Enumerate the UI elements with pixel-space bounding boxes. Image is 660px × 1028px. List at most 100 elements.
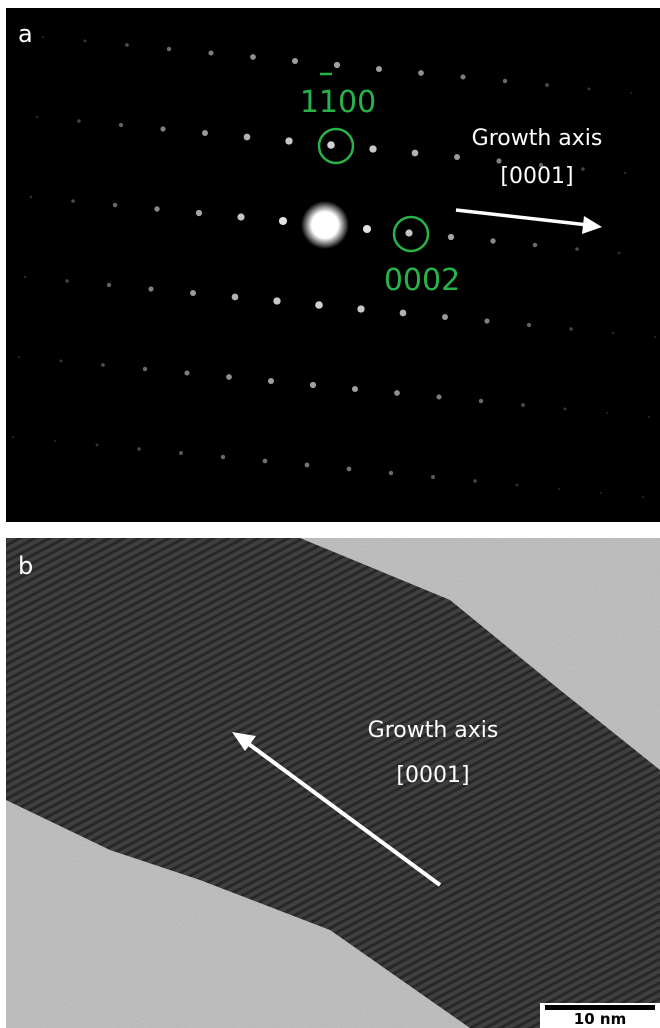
diffraction-spot: [160, 126, 165, 131]
spot-index: 0002: [384, 263, 460, 298]
diffraction-spot: [630, 92, 632, 94]
diffraction-spot: [400, 310, 407, 317]
diffraction-spot: [196, 210, 202, 216]
diffraction-spot: [484, 318, 489, 323]
diffraction-spot: [545, 83, 549, 87]
panel-label: b: [18, 552, 33, 580]
page: a 1100 0002 Growth axis [0001] b Growth …: [0, 0, 660, 1028]
diffraction-spot: [600, 492, 602, 494]
diffraction-spot: [431, 475, 435, 479]
diffraction-spot: [190, 290, 196, 296]
diffraction-spot: [24, 276, 27, 279]
diffraction-spot: [18, 356, 20, 358]
diffraction-spot: [533, 243, 538, 248]
diffraction-spot: [558, 488, 560, 490]
diffraction-spot: [363, 225, 371, 233]
diffraction-spot: [77, 119, 80, 122]
diffraction-spot: [606, 412, 608, 414]
diffraction-spot: [352, 386, 358, 392]
diffraction-spot: [405, 229, 412, 236]
diffraction-spot: [460, 74, 465, 79]
diffraction-spot: [263, 459, 268, 464]
diffraction-spot: [30, 196, 33, 199]
diffraction-spot: [143, 367, 147, 371]
axis-title: Growth axis: [472, 126, 603, 151]
panel-label: a: [18, 20, 33, 48]
diffraction-spot: [310, 382, 316, 388]
diffraction-spot: [436, 394, 441, 399]
diffraction-spot: [418, 70, 424, 76]
diffraction-spot: [279, 217, 287, 225]
diffraction-spot: [221, 455, 225, 459]
diffraction-spot: [564, 408, 567, 411]
diffraction-spot: [612, 332, 615, 335]
figure: a 1100 0002 Growth axis [0001] b Growth …: [0, 0, 660, 1028]
diffraction-spot: [232, 294, 239, 301]
diffraction-spot: [137, 447, 140, 450]
axis-direction: [0001]: [396, 763, 469, 788]
diffraction-spot: [315, 301, 323, 309]
diffraction-spot: [618, 252, 621, 255]
diffraction-spot: [527, 323, 531, 327]
diffraction-spot: [516, 484, 519, 487]
diffraction-spot: [305, 463, 310, 468]
diffraction-spot: [648, 416, 650, 418]
diffraction-spot: [347, 467, 352, 472]
diffraction-spot: [184, 370, 189, 375]
diffraction-spot: [521, 403, 525, 407]
diffraction-spot: [327, 141, 335, 149]
diffraction-spot: [376, 66, 382, 72]
diffraction-spot: [642, 496, 644, 498]
diffraction-spot: [448, 234, 454, 240]
diffraction-spot: [167, 47, 171, 51]
central-beam: [301, 201, 349, 249]
diffraction-spot: [125, 43, 129, 47]
diffraction-spot: [454, 154, 460, 160]
diffraction-spot: [268, 378, 274, 384]
diffraction-spot: [119, 123, 123, 127]
diffraction-spot: [54, 440, 56, 442]
diffraction-spot: [490, 238, 495, 243]
diffraction-spot: [113, 203, 118, 208]
axis-direction: [0001]: [500, 164, 573, 189]
diffraction-spot: [292, 58, 298, 64]
spot-index: 1100: [300, 85, 376, 120]
diffraction-spot: [202, 130, 208, 136]
diffraction-spot: [624, 172, 627, 175]
diffraction-spot: [588, 88, 591, 91]
diffraction-spot: [60, 360, 63, 363]
diffraction-spot: [71, 199, 75, 203]
diffraction-spot: [12, 436, 14, 438]
diffraction-spot: [84, 40, 87, 43]
diffraction-spot: [389, 471, 393, 475]
diffraction-spot: [496, 158, 501, 163]
diffraction-spot: [179, 451, 183, 455]
diffraction-spot: [654, 336, 656, 338]
diffraction-spot: [148, 286, 153, 291]
diffraction-spot: [357, 305, 364, 312]
diffraction-spot: [581, 167, 584, 170]
diffraction-spot: [96, 444, 99, 447]
diffraction-spot: [244, 134, 251, 141]
diffraction-spot: [237, 213, 244, 220]
diffraction-spot: [285, 137, 292, 144]
diffraction-spot: [575, 247, 579, 251]
hrtem-panel: [6, 538, 660, 1028]
diffraction-spot: [65, 279, 68, 282]
diffraction-spot: [101, 363, 105, 367]
diffraction-spot: [479, 399, 483, 403]
diffraction-spot: [107, 283, 111, 287]
diffraction-spot: [42, 36, 44, 38]
diffraction-spot: [154, 206, 159, 211]
diffraction-spot: [569, 327, 572, 330]
diffraction-spot: [226, 374, 232, 380]
diffraction-spot: [394, 390, 400, 396]
diffraction-spot: [473, 479, 476, 482]
scale-bar-label: 10 nm: [574, 1010, 626, 1028]
diffraction-spot: [250, 54, 256, 60]
diffraction-spot: [273, 297, 280, 304]
diffraction-spot: [412, 150, 419, 157]
diffraction-spot: [334, 62, 340, 68]
diffraction-spot: [36, 116, 39, 119]
diffraction-spot: [503, 79, 507, 83]
